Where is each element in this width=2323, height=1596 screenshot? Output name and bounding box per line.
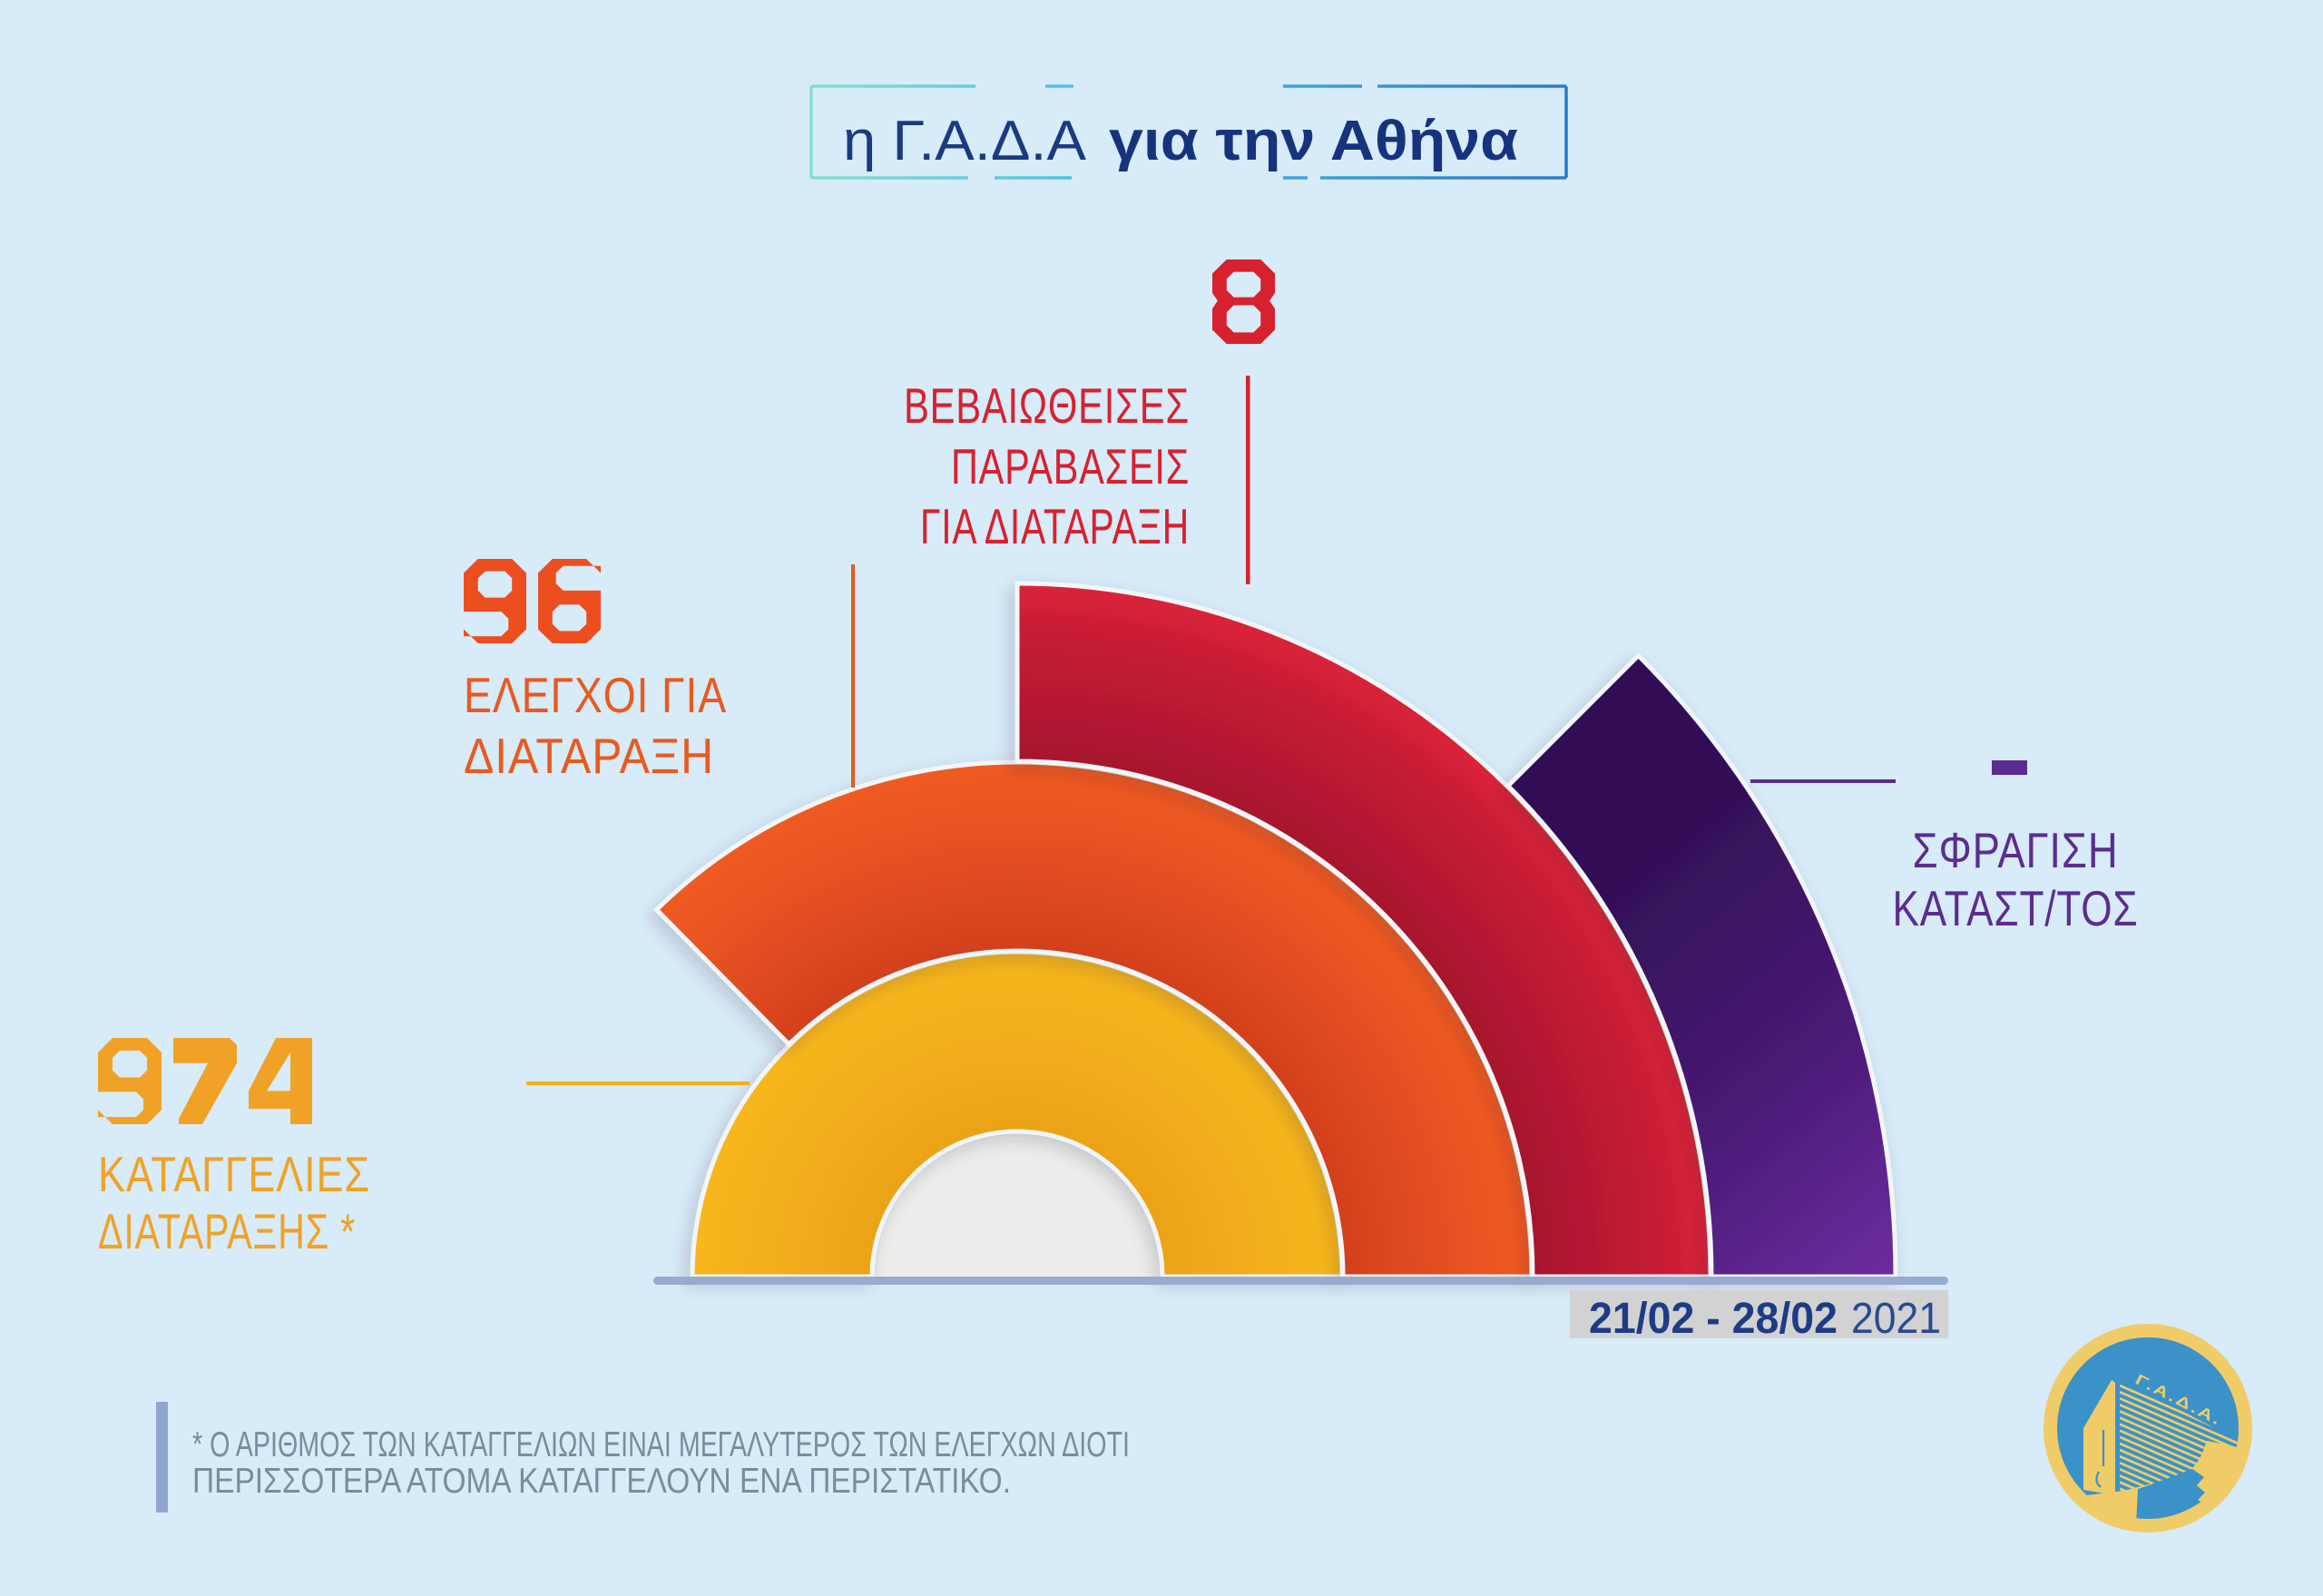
svg-text:ΚΑΤΑΓΓΕΛΙΕΣ: ΚΑΤΑΓΓΕΛΙΕΣ — [98, 1146, 370, 1202]
svg-text:για την Αθήνα: για την Αθήνα — [1109, 110, 1518, 172]
svg-text:ΣΦΡΑΓΙΣΗ: ΣΦΡΑΓΙΣΗ — [1913, 822, 2119, 878]
svg-text:ΠΕΡΙΣΣΟΤΕΡΑ ΑΤΟΜΑ ΚΑΤΑΓΓΕΛΟΥΝ: ΠΕΡΙΣΣΟΤΕΡΑ ΑΤΟΜΑ ΚΑΤΑΓΓΕΛΟΥΝ ΕΝΑ ΠΕΡΙΣΤ… — [192, 1462, 1011, 1501]
svg-text:ΒΕΒΑΙΩΘΕΙΣΕΣ: ΒΕΒΑΙΩΘΕΙΣΕΣ — [904, 377, 1190, 434]
svg-text:ΔΙΑΤΑΡΑΞΗ: ΔΙΑΤΑΡΑΞΗ — [464, 728, 714, 784]
svg-text:ΓΙΑ ΔΙΑΤΑΡΑΞΗ: ΓΙΑ ΔΙΑΤΑΡΑΞΗ — [920, 498, 1190, 554]
svg-text:* Ο ΑΡΙΘΜΟΣ ΤΩΝ ΚΑΤΑΓΓΕΛΙΩΝ ΕΙ: * Ο ΑΡΙΘΜΟΣ ΤΩΝ ΚΑΤΑΓΓΕΛΙΩΝ ΕΙΝΑΙ ΜΕΓΑΛΥ… — [192, 1425, 1130, 1464]
svg-text:ΚΑΤΑΣΤ/ΤΟΣ: ΚΑΤΑΣΤ/ΤΟΣ — [1893, 880, 2139, 936]
svg-text:21/02 - 28/02: 21/02 - 28/02 — [1589, 1295, 1838, 1343]
svg-text:ΠΑΡΑΒΑΣΕΙΣ: ΠΑΡΑΒΑΣΕΙΣ — [951, 438, 1190, 494]
svg-text:2021: 2021 — [1851, 1295, 1941, 1343]
svg-text:ΔΙΑΤΑΡΑΞΗΣ *: ΔΙΑΤΑΡΑΞΗΣ * — [98, 1203, 356, 1259]
svg-text:η Γ.Α.Δ.Α: η Γ.Α.Δ.Α — [843, 110, 1087, 172]
svg-text:ΕΛΕΓΧΟΙ ΓΙΑ: ΕΛΕΓΧΟΙ ΓΙΑ — [464, 667, 727, 723]
